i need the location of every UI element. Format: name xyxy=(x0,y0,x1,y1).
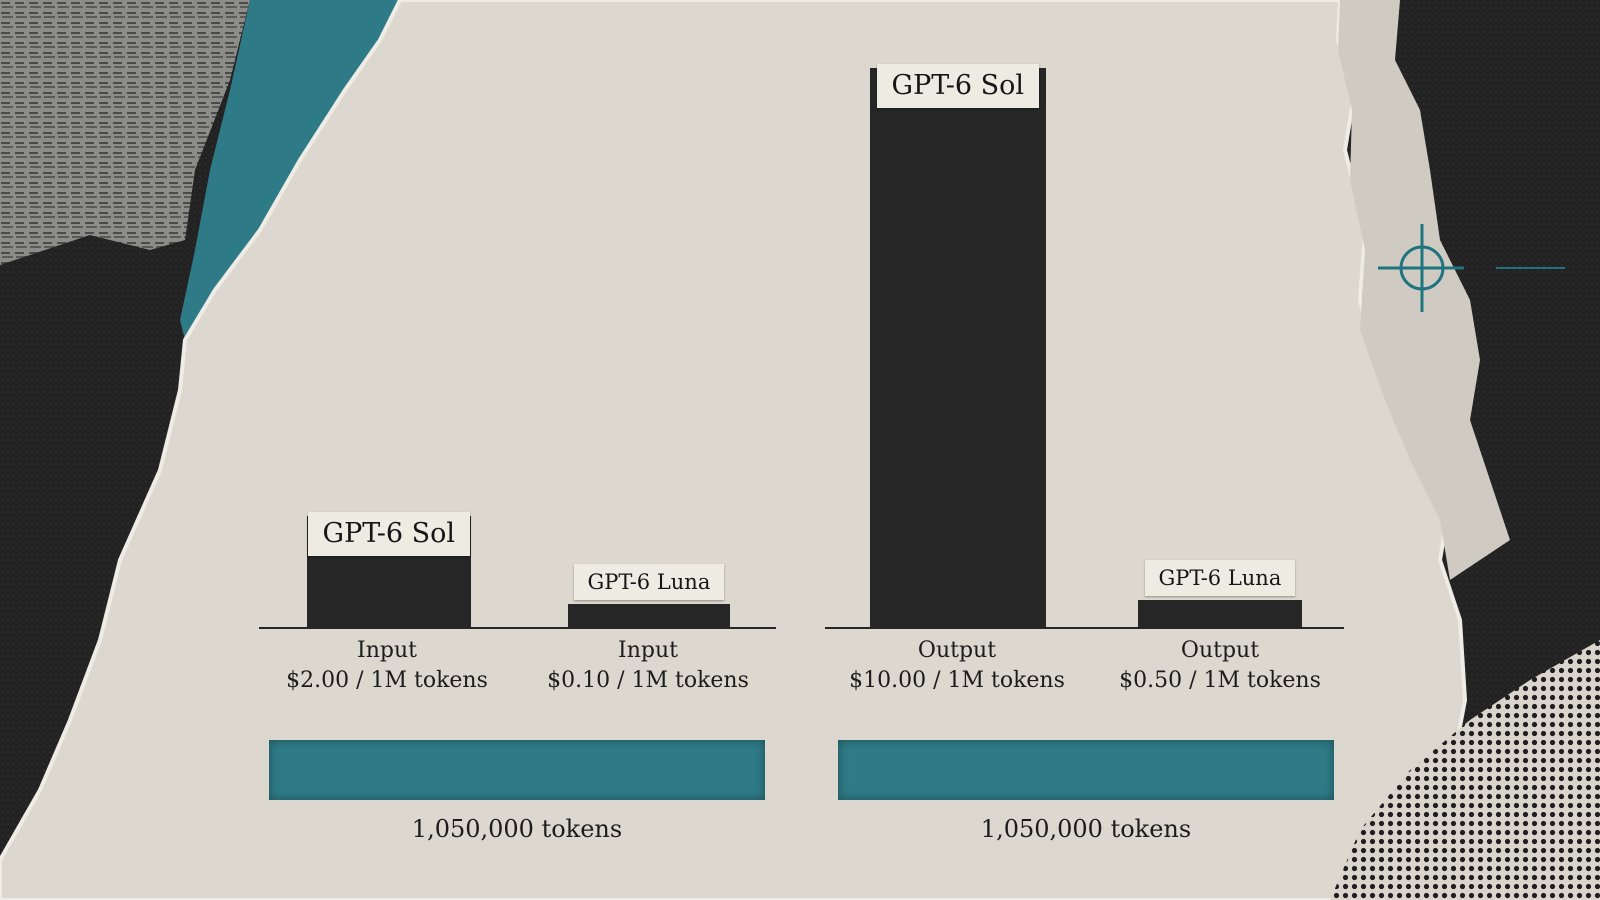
bar-label-luna-input: GPT-6 Luna xyxy=(573,564,725,600)
category-kind: Input xyxy=(357,638,417,663)
token-count-output: 1,050,000 tokens xyxy=(980,815,1192,843)
category-label-sol-output: Output $10.00 / 1M tokens xyxy=(807,636,1107,696)
category-kind: Input xyxy=(618,638,678,663)
category-label-luna-input: Input $0.10 / 1M tokens xyxy=(498,636,798,696)
category-kind: Output xyxy=(917,638,997,663)
category-price: $0.10 / 1M tokens xyxy=(547,668,749,693)
bar-label-sol-input: GPT-6 Sol xyxy=(307,512,471,556)
halftone-dots xyxy=(1330,640,1600,900)
tape-strip-output xyxy=(838,740,1334,800)
bar-label-sol-output: GPT-6 Sol xyxy=(876,64,1040,108)
newsprint-scrap xyxy=(0,0,250,265)
category-price: $0.50 / 1M tokens xyxy=(1119,668,1321,693)
token-count-input: 1,050,000 tokens xyxy=(411,815,623,843)
category-kind: Output xyxy=(1180,638,1260,663)
bar-sol-output xyxy=(870,68,1046,628)
tape-strip-input xyxy=(269,740,765,800)
bar-luna-output xyxy=(1138,600,1302,628)
category-price: $2.00 / 1M tokens xyxy=(286,668,488,693)
bar-label-luna-output: GPT-6 Luna xyxy=(1144,560,1296,596)
category-label-luna-output: Output $0.50 / 1M tokens xyxy=(1070,636,1370,696)
bar-luna-input xyxy=(568,604,730,628)
category-label-sol-input: Input $2.00 / 1M tokens xyxy=(237,636,537,696)
category-price: $10.00 / 1M tokens xyxy=(849,668,1065,693)
